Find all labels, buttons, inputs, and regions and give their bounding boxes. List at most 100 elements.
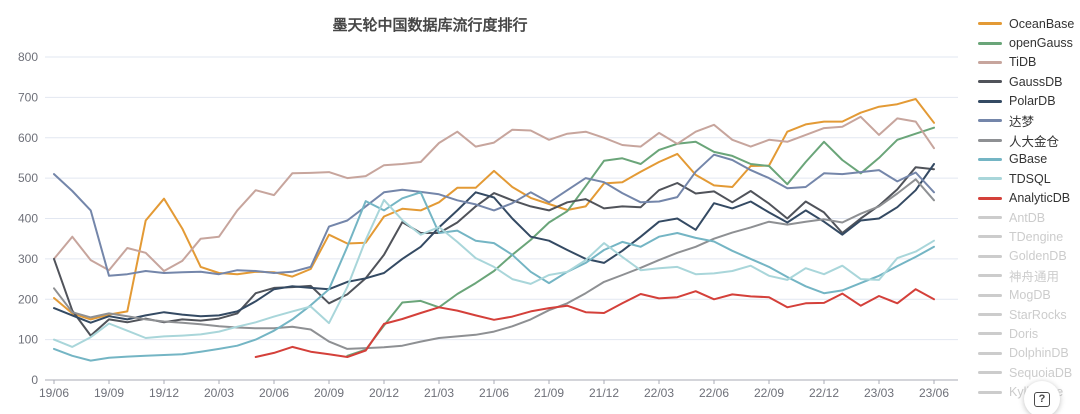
legend-swatch-Kyligence <box>978 390 1002 394</box>
legend-item-神舟通用[interactable]: 神舟通用 <box>978 266 1080 285</box>
series-line-TiDB <box>53 115 935 272</box>
series-line-AnalyticDB <box>254 288 935 358</box>
x-axis-label-21/03: 21/03 <box>424 386 454 400</box>
x-axis-label-23/06: 23/06 <box>919 386 949 400</box>
legend-label-MogDB: MogDB <box>1009 288 1051 303</box>
legend-label-GaussDB: GaussDB <box>1009 74 1063 89</box>
chart-legend: OceanBase openGauss TiDB GaussDB PolarDB 达梦人大… <box>978 14 1080 402</box>
legend-swatch-SequoiaDB <box>978 371 1002 375</box>
legend-item-TDSQL[interactable]: TDSQL <box>978 169 1080 188</box>
legend-item-StarRocks[interactable]: StarRocks <box>978 305 1080 324</box>
legend-swatch-OceanBase <box>978 22 1002 26</box>
legend-item-SequoiaDB[interactable]: SequoiaDB <box>978 363 1080 382</box>
y-axis-label-700: 700 <box>18 90 38 104</box>
legend-label-GBase: GBase <box>1009 152 1048 167</box>
legend-label-PolarDB: PolarDB <box>1009 94 1056 109</box>
legend-label-GoldenDB: GoldenDB <box>1009 249 1067 264</box>
series-line-openGauss <box>346 126 935 357</box>
x-axis-label-22/12: 22/12 <box>809 386 839 400</box>
legend-swatch-GaussDB <box>978 80 1002 84</box>
line-chart[interactable]: 0 100 200 300 400 500 600 700 800 19/06 19/09 19/12… <box>0 0 960 414</box>
legend-item-openGauss[interactable]: openGauss <box>978 33 1080 52</box>
legend-label-达梦: 达梦 <box>1009 115 1035 130</box>
x-axis-label-20/12: 20/12 <box>369 386 399 400</box>
legend-item-GBase[interactable]: GBase <box>978 150 1080 169</box>
legend-swatch-达梦 <box>978 119 1002 123</box>
help-button[interactable]: ? <box>1024 381 1060 414</box>
legend-swatch-TDengine <box>978 235 1002 239</box>
legend-item-人大金仓[interactable]: 人大金仓 <box>978 130 1080 149</box>
legend-label-OceanBase: OceanBase <box>1009 16 1075 31</box>
series-line-GaussDB <box>53 166 935 337</box>
question-mark-icon: ? <box>1033 391 1051 407</box>
legend-item-TiDB[interactable]: TiDB <box>978 53 1080 72</box>
legend-swatch-人大金仓 <box>978 138 1002 142</box>
legend-swatch-AnalyticDB <box>978 196 1002 200</box>
y-axis-label-400: 400 <box>18 212 38 226</box>
legend-item-TDengine[interactable]: TDengine <box>978 227 1080 246</box>
legend-label-神舟通用: 神舟通用 <box>1009 270 1060 285</box>
legend-swatch-神舟通用 <box>978 274 1002 278</box>
legend-item-DolphinDB[interactable]: DolphinDB <box>978 344 1080 363</box>
legend-item-GaussDB[interactable]: GaussDB <box>978 72 1080 91</box>
x-axis-label-20/06: 20/06 <box>259 386 289 400</box>
legend-item-MogDB[interactable]: MogDB <box>978 285 1080 304</box>
legend-label-StarRocks: StarRocks <box>1009 307 1067 322</box>
legend-swatch-TDSQL <box>978 177 1002 181</box>
legend-swatch-AntDB <box>978 216 1002 220</box>
series-line-人大金仓 <box>53 178 935 350</box>
legend-item-AntDB[interactable]: AntDB <box>978 208 1080 227</box>
x-axis-label-21/09: 21/09 <box>534 386 564 400</box>
legend-swatch-PolarDB <box>978 99 1002 103</box>
x-axis-label-21/12: 21/12 <box>589 386 619 400</box>
legend-label-AnalyticDB: AnalyticDB <box>1009 191 1071 206</box>
legend-swatch-DolphinDB <box>978 351 1002 355</box>
legend-label-TiDB: TiDB <box>1009 55 1037 70</box>
series-line-TDSQL <box>53 198 935 348</box>
legend-swatch-MogDB <box>978 293 1002 297</box>
y-axis-label-500: 500 <box>18 171 38 185</box>
x-axis-label-23/03: 23/03 <box>864 386 894 400</box>
legend-label-Doris: Doris <box>1009 326 1039 341</box>
x-axis-label-21/06: 21/06 <box>479 386 509 400</box>
y-axis-label-600: 600 <box>18 131 38 145</box>
legend-swatch-TiDB <box>978 60 1002 64</box>
x-axis-label-20/09: 20/09 <box>314 386 344 400</box>
series-line-OceanBase <box>53 98 935 321</box>
legend-swatch-Doris <box>978 332 1002 336</box>
legend-swatch-GoldenDB <box>978 254 1002 258</box>
legend-swatch-StarRocks <box>978 313 1002 317</box>
legend-label-人大金仓: 人大金仓 <box>1009 134 1060 149</box>
legend-item-Doris[interactable]: Doris <box>978 324 1080 343</box>
x-axis-label-20/03: 20/03 <box>204 386 234 400</box>
chart-title: 墨天轮中国数据库流行度排行 <box>332 17 528 34</box>
legend-item-AnalyticDB[interactable]: AnalyticDB <box>978 189 1080 208</box>
x-axis-label-22/06: 22/06 <box>699 386 729 400</box>
legend-label-AntDB: AntDB <box>1009 210 1046 225</box>
y-axis-label-100: 100 <box>18 333 38 347</box>
legend-item-OceanBase[interactable]: OceanBase <box>978 14 1080 33</box>
series-line-达梦 <box>53 153 935 277</box>
legend-label-DolphinDB: DolphinDB <box>1009 346 1069 361</box>
legend-item-PolarDB[interactable]: PolarDB <box>978 92 1080 111</box>
y-axis-label-200: 200 <box>18 292 38 306</box>
series-line-PolarDB <box>53 163 935 324</box>
x-axis-label-22/09: 22/09 <box>754 386 784 400</box>
series-line-GBase <box>53 191 935 362</box>
legend-label-TDSQL: TDSQL <box>1009 171 1051 186</box>
y-axis-label-800: 800 <box>18 50 38 64</box>
legend-label-TDengine: TDengine <box>1009 229 1064 244</box>
legend-swatch-GBase <box>978 157 1002 161</box>
legend-item-达梦[interactable]: 达梦 <box>978 111 1080 130</box>
legend-label-openGauss: openGauss <box>1009 36 1073 51</box>
x-axis-label-22/03: 22/03 <box>644 386 674 400</box>
x-axis-label-19/09: 19/09 <box>94 386 124 400</box>
legend-label-SequoiaDB: SequoiaDB <box>1009 365 1073 380</box>
y-axis-label-300: 300 <box>18 252 38 266</box>
x-axis-label-19/06: 19/06 <box>39 386 69 400</box>
x-axis-label-19/12: 19/12 <box>149 386 179 400</box>
y-axis-label-0: 0 <box>31 373 38 387</box>
legend-item-GoldenDB[interactable]: GoldenDB <box>978 247 1080 266</box>
legend-swatch-openGauss <box>978 41 1002 45</box>
